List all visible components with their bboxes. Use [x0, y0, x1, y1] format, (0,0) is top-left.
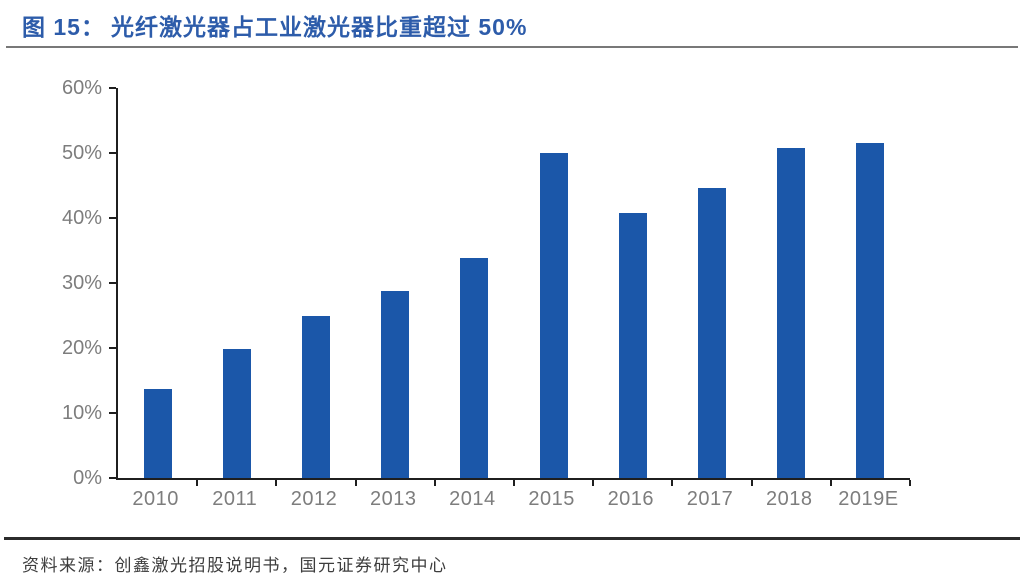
- x-tick: [671, 480, 674, 486]
- title-divider: [6, 46, 1018, 48]
- y-axis-labels: 0% 10% 20% 30% 40% 50% 60%: [0, 78, 102, 488]
- x-tick: [829, 480, 832, 486]
- source-note: 资料来源：创鑫激光招股说明书，国元证券研究中心: [22, 556, 448, 575]
- x-tick: [909, 480, 911, 486]
- y-tick: [109, 152, 116, 154]
- y-tick: [109, 87, 116, 89]
- bar-2014: [460, 257, 489, 478]
- bar-slots: [118, 88, 910, 478]
- x-tick: [354, 480, 357, 486]
- x-tick-label: 2018: [765, 488, 813, 510]
- bar-2013: [381, 291, 410, 478]
- bar-slot: [356, 88, 435, 478]
- bar-slot: [118, 88, 197, 478]
- y-tick: [109, 347, 116, 350]
- figure-title: 图 15： 光纤激光器占工业激光器比重超过 50%: [22, 8, 527, 42]
- figure-caption: 光纤激光器占工业激光器比重超过 50%: [110, 14, 528, 40]
- bar-2011: [222, 349, 251, 478]
- x-tick: [196, 480, 199, 486]
- x-tick: [592, 480, 595, 486]
- y-tick: [109, 477, 116, 479]
- y-tick: [109, 412, 116, 415]
- x-tick: [513, 480, 515, 486]
- y-tick: [109, 217, 116, 220]
- y-tick-label: 50%: [61, 142, 102, 164]
- x-tick-label: 2010: [132, 488, 179, 510]
- x-tick-label: 2012: [290, 488, 338, 510]
- bar-slot: [514, 88, 593, 478]
- y-tick-label: 30%: [61, 272, 102, 294]
- x-tick: [275, 480, 278, 486]
- x-tick-label: 2017: [686, 488, 734, 510]
- x-tick-label: 2014: [449, 488, 496, 510]
- bar-slot: [593, 88, 672, 478]
- bar-slot: [276, 88, 355, 478]
- bar-slot: [435, 88, 514, 478]
- y-tick-label: 40%: [61, 207, 102, 230]
- y-tick-label: 10%: [61, 402, 102, 425]
- x-axis-labels: 2010 2011 2012 2013 2014 2015 2016 2017 2018 2019…: [116, 488, 908, 511]
- bar-2019e: [856, 143, 885, 478]
- bar-2016: [618, 212, 647, 478]
- bar-slot: [197, 88, 276, 478]
- plot-area: [109, 87, 911, 486]
- x-tick-label: 2013: [369, 488, 417, 510]
- x-tick-label: 2016: [607, 488, 655, 510]
- footer-divider: [4, 537, 1020, 540]
- x-tick-label: 2011: [212, 488, 258, 510]
- x-tick-label: 2015: [528, 488, 575, 510]
- y-tick-label: 0%: [73, 467, 102, 489]
- x-tick: [433, 480, 436, 486]
- figure-number: 图 15：: [22, 14, 105, 40]
- y-tick-label: 20%: [61, 337, 102, 360]
- x-tick: [750, 480, 753, 486]
- bar-slot: [672, 88, 751, 478]
- y-tick: [109, 282, 116, 284]
- bar-2017: [698, 188, 727, 478]
- bar-2015: [539, 153, 568, 478]
- bar-2010: [143, 388, 172, 478]
- bar-slot: [752, 88, 831, 478]
- y-tick-label: 60%: [61, 77, 102, 99]
- bar-2018: [777, 148, 806, 478]
- bar-2012: [302, 316, 330, 478]
- x-tick-label: 2019E: [838, 488, 899, 510]
- bar-slot: [831, 88, 910, 478]
